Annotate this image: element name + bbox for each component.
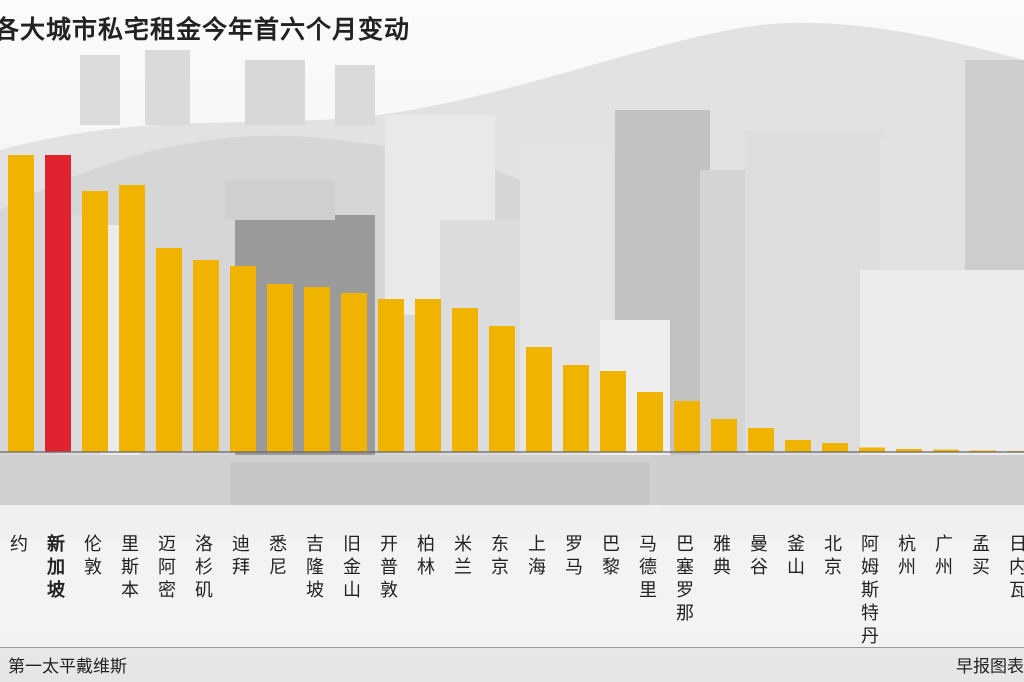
- category-label-7: 悉尼: [269, 534, 287, 578]
- bar-24: [896, 449, 922, 452]
- bar-4: [156, 248, 182, 452]
- bar-9: [341, 293, 367, 452]
- category-label-17: 马德里: [639, 534, 657, 601]
- category-label-11: 柏林: [417, 534, 435, 578]
- bar-21: [785, 440, 811, 452]
- category-label-8: 吉隆坡: [306, 534, 324, 601]
- category-label-13: 东京: [491, 534, 509, 578]
- bottom-rule: [0, 647, 1024, 648]
- graphic-credit: 早报图表: [956, 657, 1024, 677]
- bar-8: [304, 287, 330, 452]
- category-label-16: 巴黎: [602, 534, 620, 578]
- category-label-4: 迈阿密: [158, 534, 176, 601]
- bar-6: [230, 266, 256, 452]
- bar-19: [711, 419, 737, 452]
- bar-20: [748, 428, 774, 452]
- category-label-27: 日内瓦: [1009, 534, 1024, 601]
- source-credit: 第一太平戴维斯: [8, 657, 127, 677]
- category-label-18: 巴塞罗那: [676, 534, 694, 624]
- bar-7: [267, 284, 293, 452]
- category-label-23: 阿姆斯特丹: [861, 534, 879, 647]
- category-label-10: 开普敦: [380, 534, 398, 601]
- chart-title: 各大城市私宅租金今年首六个月变动: [0, 15, 411, 44]
- bar-17: [637, 392, 663, 452]
- bar-13: [489, 326, 515, 452]
- category-labels-layer: 约新加坡伦敦 里斯本 迈阿密 洛杉矶 迪拜悉尼 吉隆坡 旧金山 开普敦 柏林米兰东京上海罗马巴黎…: [10, 533, 1024, 647]
- category-label-15: 罗马: [565, 534, 583, 578]
- bar-12: [452, 308, 478, 452]
- category-label-24: 杭州: [898, 534, 916, 578]
- category-label-0: 约: [10, 534, 28, 555]
- bar-18: [674, 401, 700, 452]
- bar-22: [822, 443, 848, 452]
- category-label-2: 伦敦: [84, 534, 102, 578]
- bar-2: [82, 191, 108, 452]
- category-label-12: 米兰: [454, 534, 472, 578]
- category-label-1: 新加坡: [46, 533, 66, 601]
- bar-10: [378, 299, 404, 452]
- bar-25: [933, 449, 959, 452]
- category-label-19: 雅典: [713, 534, 731, 578]
- category-label-22: 北京: [824, 534, 842, 578]
- category-label-21: 釜山: [787, 534, 805, 578]
- category-label-9: 旧金山: [343, 534, 361, 601]
- bar-0: [8, 155, 34, 452]
- category-label-6: 迪拜: [232, 534, 250, 578]
- bar-15: [563, 365, 589, 452]
- category-label-14: 上海: [528, 534, 546, 578]
- category-label-5: 洛杉矶: [195, 534, 213, 601]
- category-label-3: 里斯本: [121, 534, 139, 601]
- bar-26: [970, 450, 996, 452]
- bar-11: [415, 299, 441, 452]
- bar-23: [859, 447, 885, 452]
- bar-1: [45, 155, 71, 452]
- category-label-20: 曼谷: [750, 534, 768, 578]
- category-label-25: 广州: [935, 534, 953, 578]
- bar-3: [119, 185, 145, 452]
- bar-14: [526, 347, 552, 452]
- bar-5: [193, 260, 219, 452]
- category-label-26: 孟买: [972, 534, 990, 578]
- bars-layer: [8, 155, 1024, 452]
- bar-16: [600, 371, 626, 452]
